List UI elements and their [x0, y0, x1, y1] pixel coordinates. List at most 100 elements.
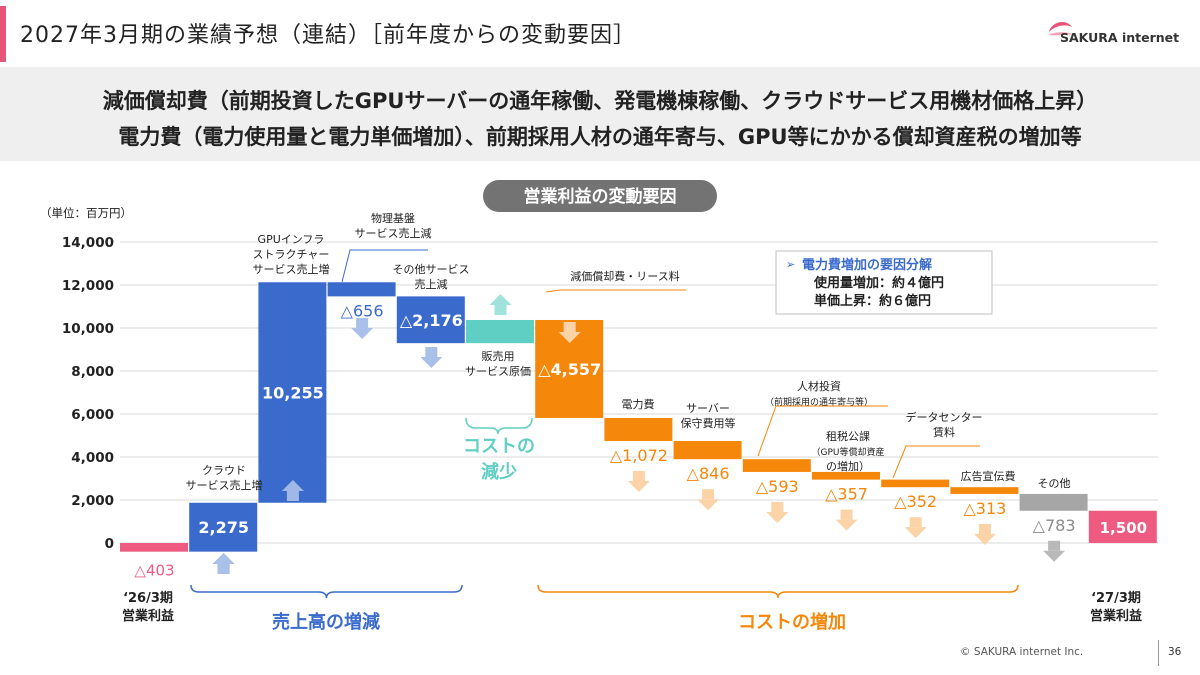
category-label-sales-cost: 販売用	[482, 350, 515, 363]
bar-other-services	[396, 296, 465, 344]
callout-line-1: 使用量増加：約４億円	[813, 275, 944, 291]
bar-fy26-profit	[120, 543, 188, 552]
value-label-physical-base: △656	[341, 301, 384, 320]
category-label-server-maintenance: 保守費用等	[681, 416, 736, 430]
category-label-taxes: 租税公課	[826, 429, 870, 443]
value-label-taxes: △357	[825, 485, 868, 504]
arrow-depreciation	[558, 322, 581, 343]
bar-advertising	[950, 487, 1019, 494]
value-label-personnel: △593	[756, 477, 799, 496]
value-label-server-maintenance: △846	[687, 464, 730, 483]
header-accent-bar	[0, 6, 6, 62]
callout-line-2: 単価上昇：約６億円	[814, 293, 931, 309]
arrow-other-services	[420, 347, 443, 368]
arrow-other	[1043, 540, 1066, 562]
arrow-advertising	[973, 523, 996, 545]
arrow-gpu-sales-head	[281, 480, 304, 491]
bar-cloud-sales	[189, 502, 258, 552]
leader-line-physical-base	[341, 249, 428, 283]
bar-server-maintenance	[673, 441, 742, 460]
value-label-other-services: △2,176	[400, 311, 463, 330]
footer-divider	[1158, 640, 1159, 666]
leader-line-datacenter	[892, 445, 980, 479]
chart-title-badge	[483, 180, 717, 212]
value-label-cloud-sales: 2,275	[198, 518, 249, 537]
category-label-physical-base: 物理基盤	[371, 211, 415, 225]
value-label-advertising: △313	[963, 499, 1006, 518]
category-label-gpu-sales: GPUインフラ	[258, 233, 325, 246]
callout-box	[775, 250, 993, 315]
arrow-taxes-head	[835, 519, 858, 531]
value-label-other: △783	[1033, 516, 1076, 535]
arrow-sales-cost-head	[489, 293, 512, 305]
category-label-advertising: 広告宣伝費	[961, 469, 1016, 483]
arrow-cloud-sales-head	[212, 553, 235, 564]
sakura-logo-icon	[1048, 21, 1073, 36]
value-label-power: △1,072	[610, 446, 668, 465]
y-tick-label: 10,000	[62, 321, 114, 337]
bar-personnel	[742, 459, 811, 472]
arrow-server-maintenance-head	[697, 499, 720, 511]
copyright-text: © SAKURA internet Inc.	[960, 646, 1084, 658]
category-label-server-maintenance: サーバー	[686, 402, 730, 415]
category-label-depreciation: 減価償却費・リース料	[570, 269, 679, 283]
arrow-other-shaft	[1048, 540, 1061, 551]
category-label-gpu-sales: サービス売上増	[253, 263, 330, 276]
sakura-logo: SAKURA internet	[1046, 18, 1186, 50]
category-label-sales-cost: サービス原価	[465, 365, 531, 378]
category-label-cloud-sales: クラウド	[202, 464, 246, 477]
category-label-other-services: その他サービス	[393, 263, 470, 276]
leader-line-personnel	[757, 405, 888, 457]
category-label-taxes: （GPU等償却資産	[812, 446, 885, 458]
arrow-personnel-head	[766, 511, 789, 523]
y-tick-label: 12,000	[62, 278, 114, 294]
arrow-gpu-sales-shaft	[286, 491, 299, 501]
arrow-physical-base-head	[351, 328, 374, 339]
arrow-advertising-head	[973, 533, 996, 545]
arrow-other-services-head	[420, 357, 443, 368]
arrow-sales-cost	[489, 293, 512, 315]
category-label-fy26: 営業利益	[122, 608, 174, 624]
banner-line-2: 電力費（電力使用量と電力単価増加）、前期採用人材の通年寄与、GPU等にかかる償却…	[118, 125, 1082, 149]
arrow-sales-cost-shaft	[494, 304, 507, 315]
category-label-fy27: 営業利益	[1090, 608, 1142, 624]
category-label-fy27: ‘27/3期	[1091, 591, 1141, 606]
arrow-physical-base-shaft	[356, 318, 369, 328]
category-label-cloud-sales: サービス売上増	[186, 479, 263, 492]
slide-header: 2027年3月期の業績予想（連結）［前年度からの変動要因］ SAKURA int…	[0, 0, 1200, 66]
arrow-cloud-sales-shaft	[217, 564, 230, 574]
arrow-power	[627, 471, 650, 493]
category-label-datacenter: 賃料	[933, 425, 955, 439]
arrow-cloud-sales	[212, 553, 235, 574]
unit-label: （単位：百万円）	[40, 206, 132, 220]
category-label-other-services: 売上減	[415, 277, 448, 291]
bar-sales-cost	[466, 319, 534, 344]
y-tick-label: 4,000	[71, 450, 114, 466]
page-number: 36	[1168, 646, 1182, 658]
arrow-server-maintenance	[697, 489, 720, 511]
bar-power	[604, 417, 673, 442]
arrow-depreciation-head	[558, 332, 581, 343]
arrow-gpu-sales	[281, 480, 304, 501]
y-tick-label: 14,000	[62, 235, 114, 251]
value-label-datacenter: △352	[894, 492, 937, 511]
value-label-fy26-profit: △403	[134, 562, 174, 580]
arrow-physical-base	[351, 318, 374, 339]
arrow-datacenter	[904, 517, 927, 539]
value-label-gpu-sales: 10,255	[262, 384, 324, 403]
arrow-datacenter-head	[904, 527, 927, 539]
arrow-server-maintenance-shaft	[702, 489, 715, 500]
bar-other	[1019, 493, 1088, 511]
arrow-datacenter-shaft	[909, 517, 922, 528]
y-tick-label: 0	[105, 536, 114, 552]
arrow-other-services-shaft	[425, 347, 438, 357]
callout-title: 電力費増加の要因分解	[802, 257, 932, 273]
category-label-personnel: （前期採用の通年寄与等）	[765, 396, 873, 408]
category-label-fy26: ‘26/3期	[123, 591, 173, 606]
arrow-personnel	[766, 501, 789, 523]
bracket-revenue	[190, 584, 463, 599]
y-tick-label: 6,000	[71, 407, 114, 423]
arrow-other-head	[1043, 550, 1066, 562]
banner-line-1: 減価償却費（前期投資したGPUサーバーの通年稼働、発電機棟稼働、クラウドサービス…	[102, 89, 1098, 113]
